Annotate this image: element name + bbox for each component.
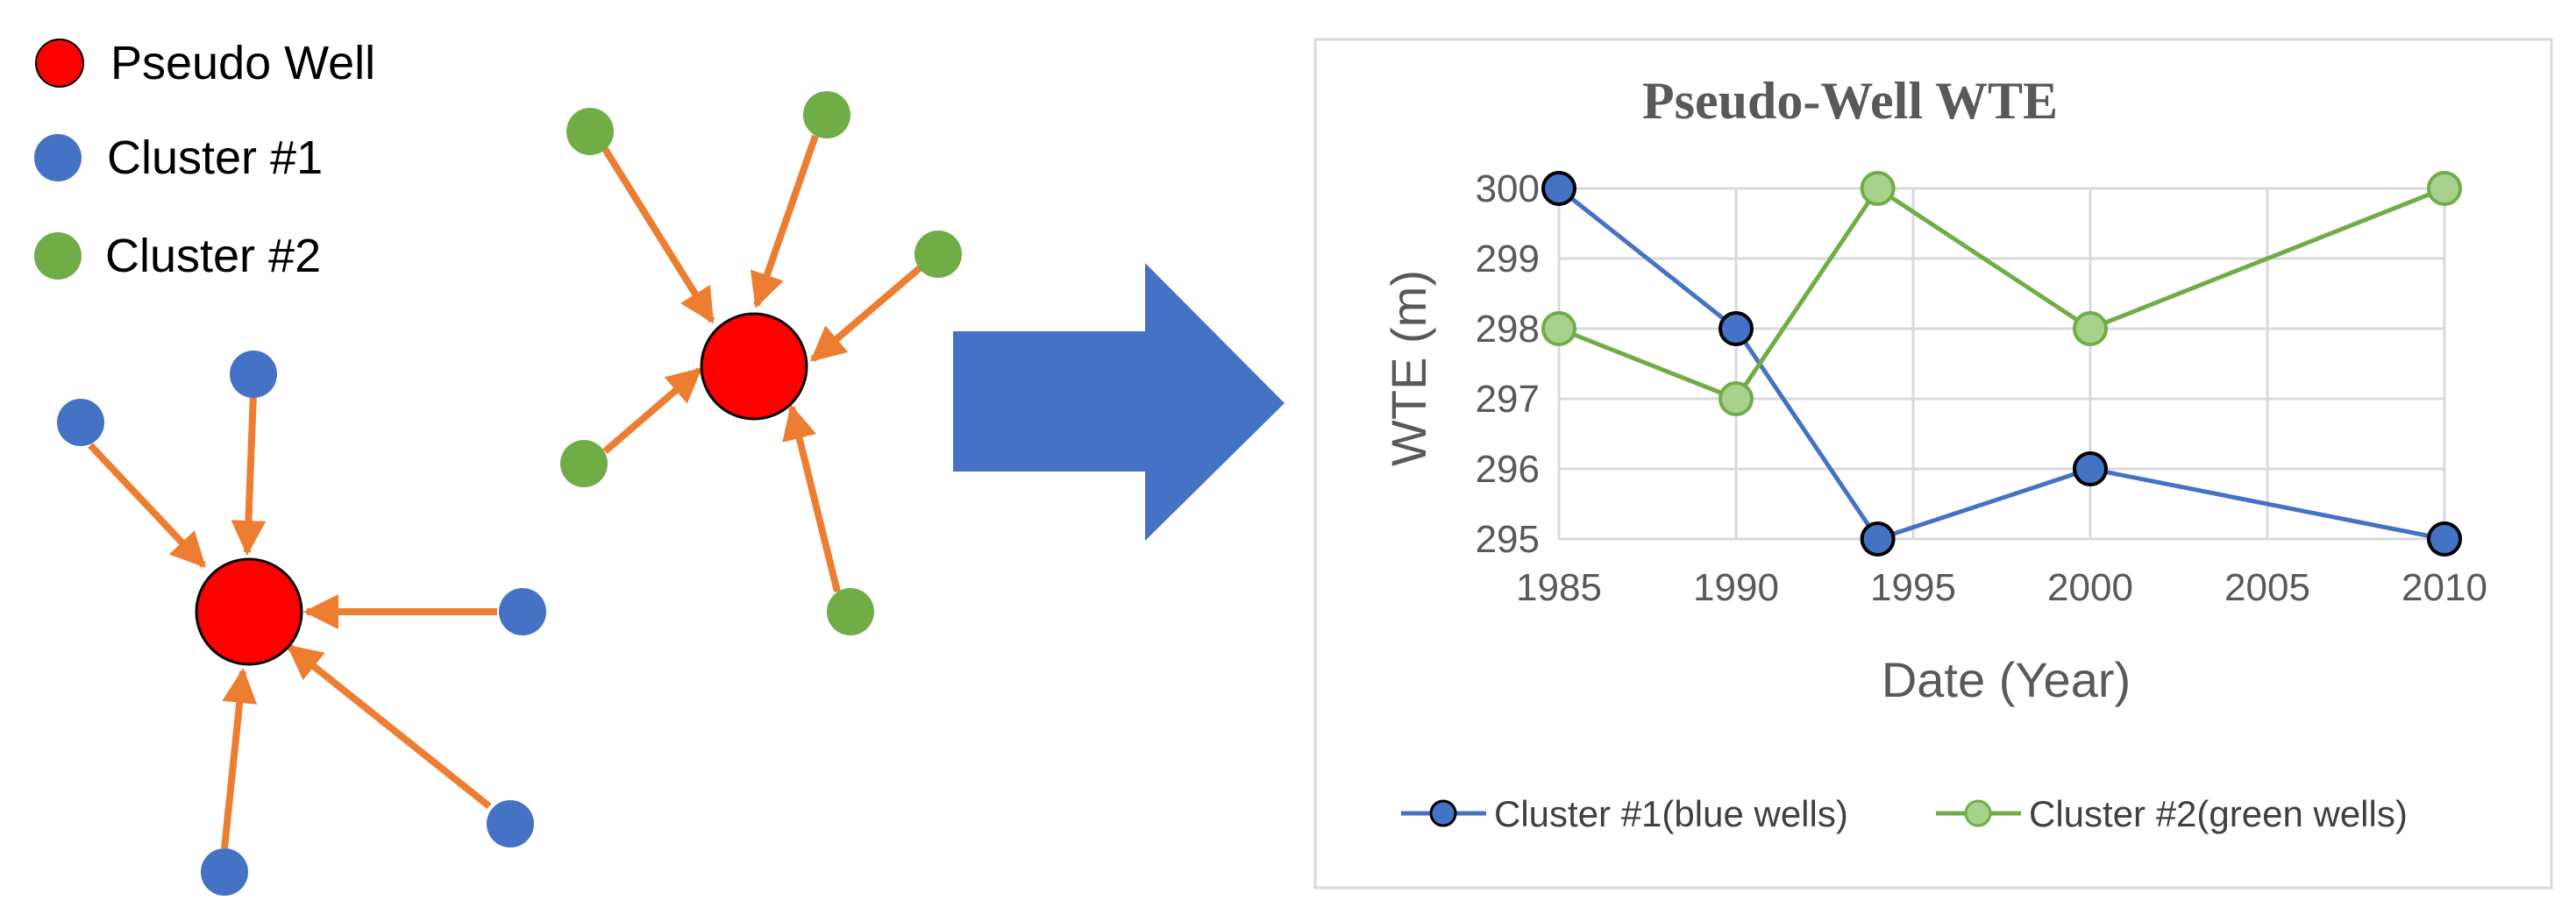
cluster-1-arrows	[88, 393, 497, 849]
pseudo-well-node-2	[700, 312, 808, 421]
arrow-green-well-2	[750, 134, 819, 309]
green-well-node	[803, 91, 850, 138]
y-tick-label: 299	[1476, 238, 1540, 280]
legend-label-cluster-1: Cluster #1	[107, 131, 323, 184]
arrow-green-well-4	[602, 366, 703, 455]
cluster-1-diagram	[57, 351, 546, 896]
green-well-node	[560, 440, 608, 487]
series-1-point	[1860, 521, 1896, 557]
cluster-1-legend-icon	[34, 134, 82, 181]
green-well-node	[827, 588, 874, 635]
pseudo-well-node-1	[195, 557, 303, 666]
blue-well-node	[201, 848, 248, 896]
series-2-point	[2427, 171, 2462, 206]
series-1-point	[1719, 311, 1754, 346]
arrow-blue-well-1	[88, 443, 206, 568]
x-tick-labels: 1985 1990 1995 2000 2005 2010	[1516, 566, 2487, 609]
legend-label-pseudo-well: Pseudo Well	[110, 37, 375, 89]
blue-well-node	[230, 351, 277, 398]
legend-item-cluster-1: Cluster #1	[34, 131, 323, 184]
x-tick-label: 1985	[1516, 566, 1602, 609]
series-legend: Cluster #1(blue wells) Cluster #2(green …	[1401, 793, 2408, 834]
green-well-node	[566, 108, 614, 155]
legend-item-pseudo-well: Pseudo Well	[35, 37, 375, 89]
x-tick-label: 1990	[1693, 566, 1779, 609]
node-legend: Pseudo Well Cluster #1 Cluster #2	[34, 37, 375, 282]
series-1-legend-label: Cluster #1(blue wells)	[1494, 793, 1848, 834]
series-2-point	[2073, 311, 2108, 346]
chart-border	[1313, 38, 2553, 890]
series-2-point	[1860, 171, 1896, 206]
series-2-legend-label: Cluster #2(green wells)	[2029, 793, 2408, 834]
y-tick-labels: 295 296 297 298 299 300	[1476, 167, 1540, 561]
cluster-2-arrows	[601, 134, 923, 592]
blue-well-node	[57, 399, 104, 446]
x-tick-label: 2010	[2402, 566, 2487, 609]
blue-well-node	[487, 800, 534, 848]
x-tick-label: 1995	[1870, 566, 1956, 609]
chart-title: Pseudo-Well WTE	[1642, 72, 2058, 130]
chart-series	[1541, 171, 2462, 557]
blue-well-node	[499, 588, 546, 635]
x-tick-label: 2000	[2047, 566, 2133, 609]
arrow-green-well-3	[809, 264, 923, 363]
series-2-point	[1541, 311, 1576, 346]
y-axis-title: WTE (m)	[1381, 270, 1436, 466]
legend-label-cluster-2: Cluster #2	[105, 230, 321, 282]
series-1-point	[2073, 451, 2108, 486]
pseudo-well-legend-icon	[35, 39, 84, 88]
y-tick-label: 296	[1476, 448, 1540, 491]
y-tick-label: 295	[1476, 518, 1540, 561]
arrow-green-well-1	[601, 146, 715, 324]
y-tick-label: 298	[1476, 308, 1540, 351]
chart-grid	[1557, 187, 2446, 541]
cluster-2-diagram	[560, 91, 962, 635]
series-2-point	[1719, 381, 1754, 416]
legend-item-cluster-2: Cluster #2	[34, 230, 321, 282]
x-axis-title: Date (Year)	[1882, 652, 2131, 707]
arrow-blue-well-2	[231, 393, 267, 556]
cluster-2-legend-icon	[34, 232, 82, 280]
x-tick-label: 2005	[2224, 566, 2310, 609]
green-well-node	[914, 230, 962, 278]
transition-arrow-icon	[953, 263, 1284, 541]
y-tick-label: 297	[1476, 378, 1540, 421]
y-tick-label: 300	[1476, 167, 1540, 210]
series-1-legend-marker	[1429, 799, 1457, 827]
series-1-point	[2427, 521, 2462, 557]
series-1-point	[1541, 171, 1576, 206]
arrow-blue-well-5	[221, 668, 258, 849]
series-2-legend-marker	[1964, 799, 1992, 827]
arrow-blue-well-4	[286, 643, 492, 810]
arrow-green-well-5	[782, 404, 841, 592]
